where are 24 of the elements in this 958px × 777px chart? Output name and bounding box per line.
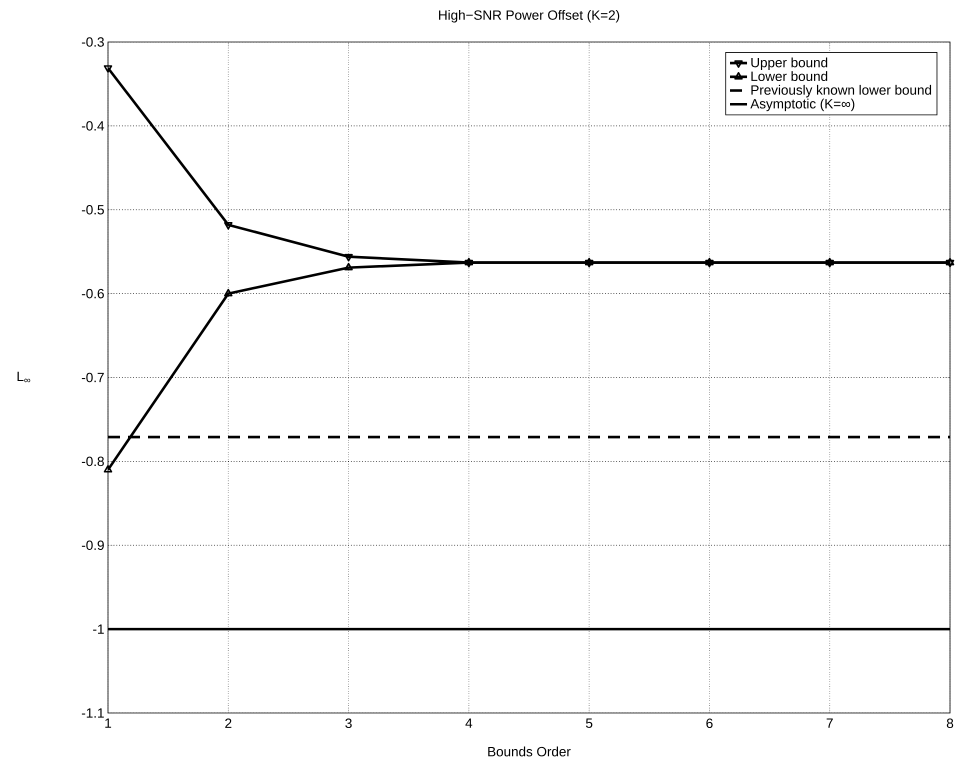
y-axis-title: L$_{∞}$ bbox=[18, 372, 30, 382]
legend-label: Upper bound bbox=[751, 57, 828, 70]
y-tick-label: -0.9 bbox=[82, 540, 104, 550]
legend-label: Previously known lower bound bbox=[751, 84, 932, 98]
y-tick-label: -0.4 bbox=[82, 121, 104, 131]
x-tick-label: 7 bbox=[826, 718, 833, 728]
x-tick-label: 2 bbox=[225, 718, 232, 728]
y-tick-label: -0.5 bbox=[82, 204, 104, 215]
chart-title: High−SNR Power Offset (K=2) bbox=[439, 10, 620, 23]
x-tick-label: 3 bbox=[345, 718, 352, 728]
y-tick-label: -0.7 bbox=[82, 372, 104, 382]
x-tick-label: 1 bbox=[105, 718, 112, 728]
x-tick-label: 4 bbox=[465, 718, 472, 728]
y-tick-label: -0.8 bbox=[82, 456, 104, 466]
x-tick-label: 5 bbox=[586, 718, 592, 728]
y-tick-label: -0.6 bbox=[82, 288, 104, 298]
legend-label: Lower bound bbox=[751, 71, 828, 82]
x-tick-label: 8 bbox=[946, 718, 954, 728]
y-tick-label: -1 bbox=[93, 624, 104, 634]
x-tick-label: 6 bbox=[706, 718, 713, 728]
legend-label: Asymptotic (K=∞) bbox=[750, 98, 854, 112]
y-tick-label: -1.1 bbox=[82, 708, 104, 718]
y-tick-label: -0.3 bbox=[82, 37, 104, 47]
x-axis-title: Bounds Order bbox=[488, 746, 571, 756]
